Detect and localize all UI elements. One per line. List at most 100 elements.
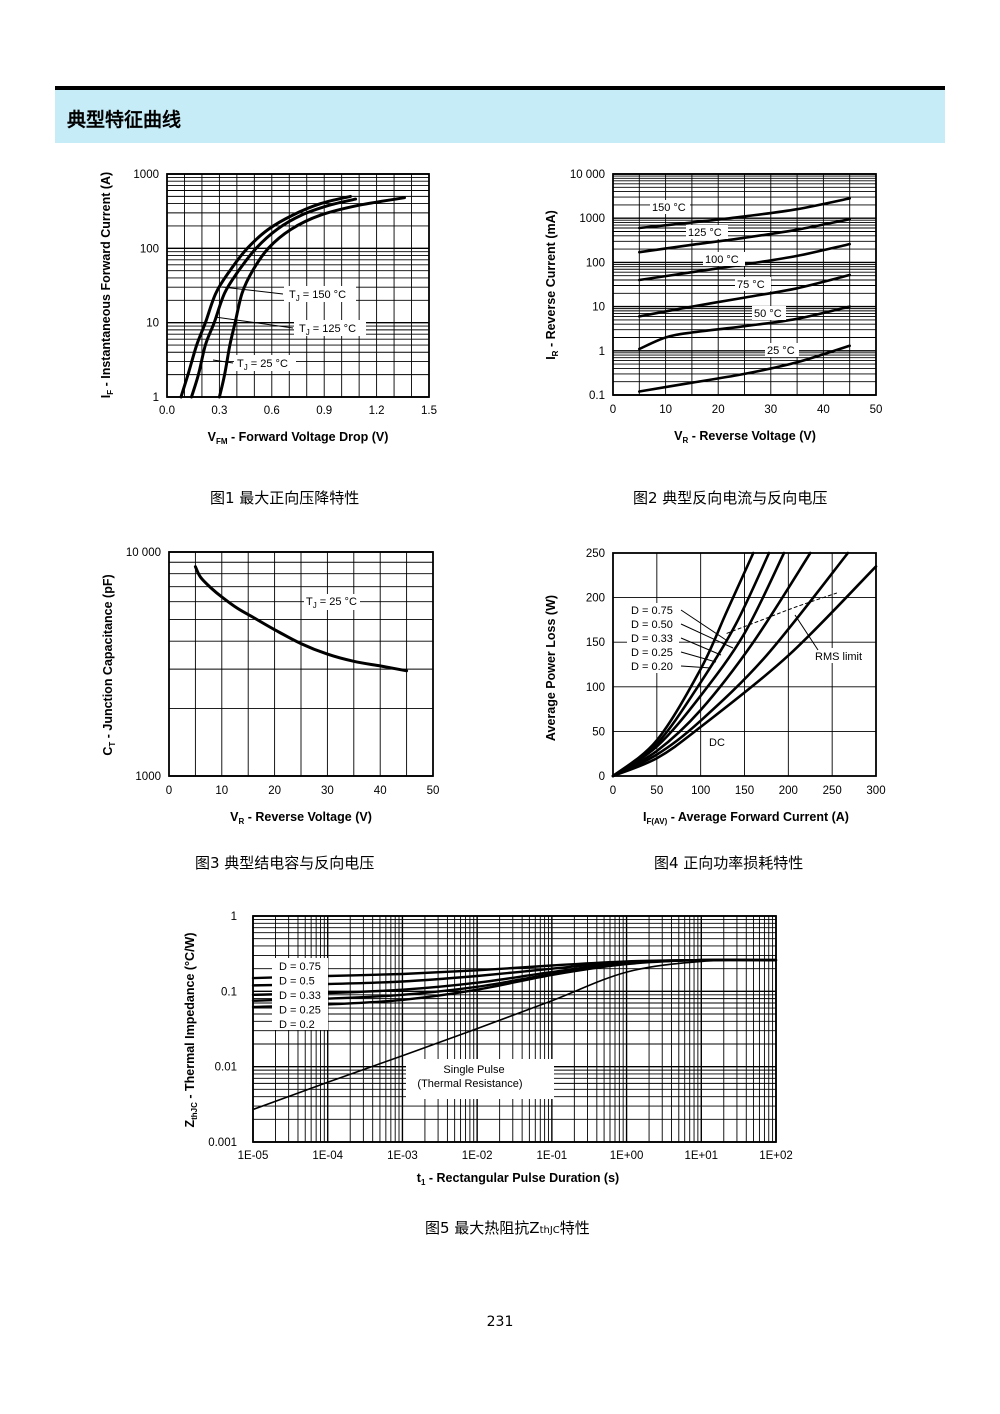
x-tick-label: 40 [817,404,830,416]
series-line-50-c [638,305,851,351]
label-backdrop [752,306,786,320]
plot-frame [252,915,777,1143]
annotation-dc: DC [709,737,725,749]
x-tick-label: 50 [870,404,883,416]
label-backdrop [735,277,771,291]
x-tick-label: 150 [735,785,754,797]
x-axis-label: VR - Reverse Voltage (V) [230,810,372,826]
y-axis-label: CT - Junction Capacitance (pF) [101,574,117,755]
y-tick-label: 100 [586,682,605,694]
y-tick-label: 10 [146,318,159,330]
series-line-25-c [638,344,851,393]
section-header: 典型特征曲线 [55,90,945,143]
label-backdrop [294,320,366,336]
x-tick-label: 250 [823,785,842,797]
page-number: 231 [486,1314,514,1330]
x-tick-label: 0 [166,785,172,797]
leader-line [680,651,717,663]
chart-fig3: 0 10 20 30 40 50 1000 10 000 TJ = 25 °C VR - Reve… [101,547,439,826]
x-tick-label: 1E-05 [238,1150,269,1162]
series-label: TJ = 25 °C [237,358,288,372]
series-label: TJ = 125 °C [299,323,356,337]
x-tick-label: 0 [610,404,616,416]
caption-fig2: 图2 典型反向电流与反向电压 [633,489,828,507]
y-tick-label: 0.1 [221,986,237,998]
x-tick-label: 1E-01 [537,1150,568,1162]
plot-frame [612,173,877,396]
x-tick-label: 10 [215,785,228,797]
x-tick-label: 0.3 [211,405,227,417]
x-tick-label: 1E+02 [759,1150,793,1162]
y-tick-label: 10 000 [126,547,161,559]
series-line-125-c [638,217,851,254]
x-tick-label: 200 [779,785,798,797]
leader-line [680,665,712,669]
leader-line [680,623,734,649]
chart-fig4: 0 50 100 150 200 250 300 0 50 100 150 200 250 D = 0.7… [544,548,886,826]
x-tick-label: 0 [610,785,616,797]
x-tick-label: 1.2 [369,405,385,417]
label-backdrop [234,355,296,371]
caption-fig5-prefix: 图5 最大热阻抗Z [425,1219,540,1237]
x-tick-label: 0.9 [316,405,332,417]
y-tick-label: 1 [231,911,237,923]
annotation-rms: RMS limit [815,651,862,663]
series-line-d-0-75 [611,551,850,778]
label-backdrop [627,603,679,673]
leader-line [680,637,722,656]
series-label: 75 °C [737,279,765,291]
y-tick-label: 0.1 [589,390,605,402]
y-tick-label: 0 [599,771,605,783]
leader-line [212,359,234,364]
series-label: D = 0.5 [279,976,315,988]
series-label: D = 0.2 [279,1019,315,1031]
series-line-d-0-33 [611,551,786,778]
x-tick-label: 1E-02 [462,1150,493,1162]
legend-label: D = 0.20 [631,661,673,673]
x-tick-label: 10 [659,404,672,416]
plot-frame [168,551,434,777]
series-label: 25 °C [767,345,795,357]
top-rule [55,86,945,90]
series-label: D = 0.33 [279,990,321,1002]
caption-fig5-sub: thJC [539,1225,560,1236]
legend-label: D = 0.33 [631,633,673,645]
caption-fig5-suffix: 特性 [559,1219,590,1237]
x-tick-label: 50 [427,785,440,797]
series-label: 150 °C [652,202,686,214]
x-axis-label: t1 - Rectangular Pulse Duration (s) [417,1171,619,1187]
x-tick-label: 1E-03 [387,1150,418,1162]
label-backdrop [707,735,729,750]
chart-fig1: 0.0 0.3 0.6 0.9 1.2 1.5 1 10 100 1000 TJ = 150 °C T… [99,169,437,446]
x-tick-label: 1.5 [421,405,437,417]
series-label: 50 °C [754,308,782,320]
x-tick-label: 0.6 [264,405,280,417]
y-tick-label: 1000 [133,169,159,181]
annotation-single-pulse: Single Pulse [443,1064,504,1076]
series-line-t-j-25-c [217,196,406,399]
label-backdrop [813,648,869,663]
legend-label: D = 0.50 [631,619,673,631]
plot-frame [166,173,430,398]
label-backdrop [765,343,799,357]
series-label: 125 °C [688,227,722,239]
legend-label: D = 0.75 [631,605,673,617]
y-axis-label: IF - Instantaneous Forward Current (A) [99,172,115,398]
label-backdrop [304,594,360,610]
section-title: 典型特征曲线 [67,109,182,131]
legend-label: D = 0.25 [631,647,673,659]
x-tick-label: 0.0 [159,405,175,417]
series-label: D = 0.75 [279,961,321,973]
series-line-150-c [638,197,851,230]
y-tick-label: 50 [592,726,605,738]
y-axis-label: ZthJC - Thermal Impedance (°C/W) [183,932,199,1127]
caption-fig3: 图3 典型结电容与反向电压 [195,854,375,872]
caption-fig1: 图1 最大正向压降特性 [210,489,360,507]
label-backdrop [686,225,728,239]
y-tick-label: 1000 [135,771,161,783]
label-backdrop [406,1059,554,1099]
x-tick-label: 20 [712,404,725,416]
y-tick-label: 1 [599,346,605,358]
series-line-t-j-25-c [193,565,409,673]
y-tick-label: 250 [586,548,605,560]
